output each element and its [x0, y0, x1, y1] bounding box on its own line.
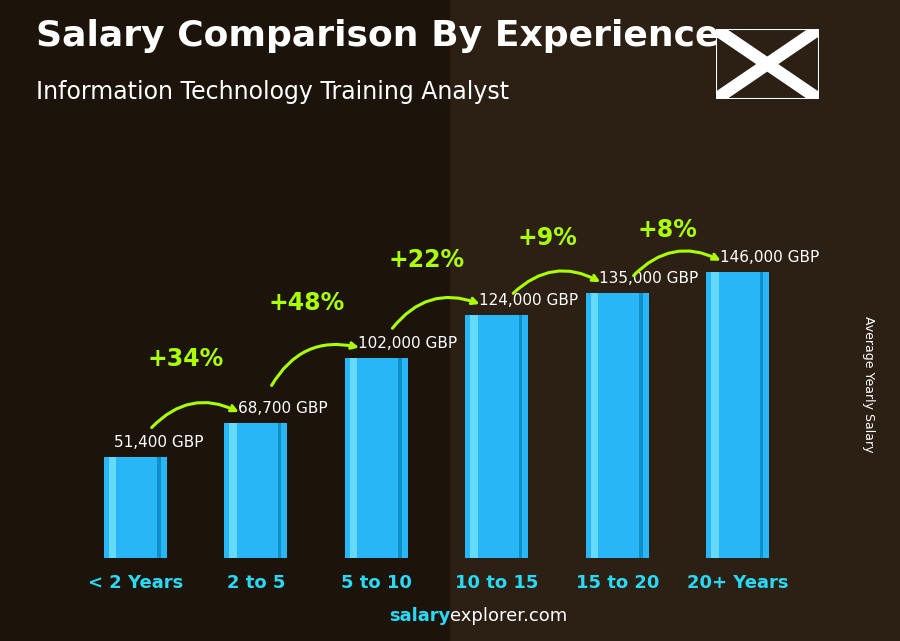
Bar	[0, 0, 450, 641]
Text: Information Technology Training Analyst: Information Technology Training Analyst	[36, 80, 509, 104]
Text: +48%: +48%	[268, 292, 345, 315]
Text: +22%: +22%	[389, 247, 465, 272]
Text: +8%: +8%	[638, 219, 698, 242]
Bar	[518, 315, 522, 558]
Text: 135,000 GBP: 135,000 GBP	[599, 271, 698, 287]
Text: Salary Comparison By Experience: Salary Comparison By Experience	[36, 19, 719, 53]
Text: +9%: +9%	[518, 226, 577, 250]
Bar	[230, 423, 237, 558]
Bar	[760, 272, 763, 558]
Bar	[450, 0, 900, 641]
Text: 68,700 GBP: 68,700 GBP	[238, 401, 328, 416]
Text: explorer.com: explorer.com	[450, 607, 567, 625]
Text: 102,000 GBP: 102,000 GBP	[358, 336, 457, 351]
Bar	[716, 29, 819, 99]
Bar	[465, 315, 528, 558]
Bar	[398, 358, 402, 558]
Text: 124,000 GBP: 124,000 GBP	[479, 293, 578, 308]
Bar	[109, 457, 116, 558]
Text: salary: salary	[389, 607, 450, 625]
Bar	[350, 358, 357, 558]
Bar	[639, 294, 643, 558]
Text: 146,000 GBP: 146,000 GBP	[720, 250, 819, 265]
Text: Average Yearly Salary: Average Yearly Salary	[862, 317, 875, 453]
Bar	[586, 294, 649, 558]
Bar	[711, 272, 719, 558]
Bar	[706, 272, 769, 558]
Text: +34%: +34%	[148, 347, 224, 370]
Text: 51,400 GBP: 51,400 GBP	[113, 435, 203, 450]
Bar	[104, 457, 166, 558]
Bar	[158, 457, 161, 558]
Bar	[345, 358, 408, 558]
Bar	[278, 423, 282, 558]
Bar	[224, 423, 287, 558]
Bar	[591, 294, 599, 558]
Bar	[471, 315, 478, 558]
